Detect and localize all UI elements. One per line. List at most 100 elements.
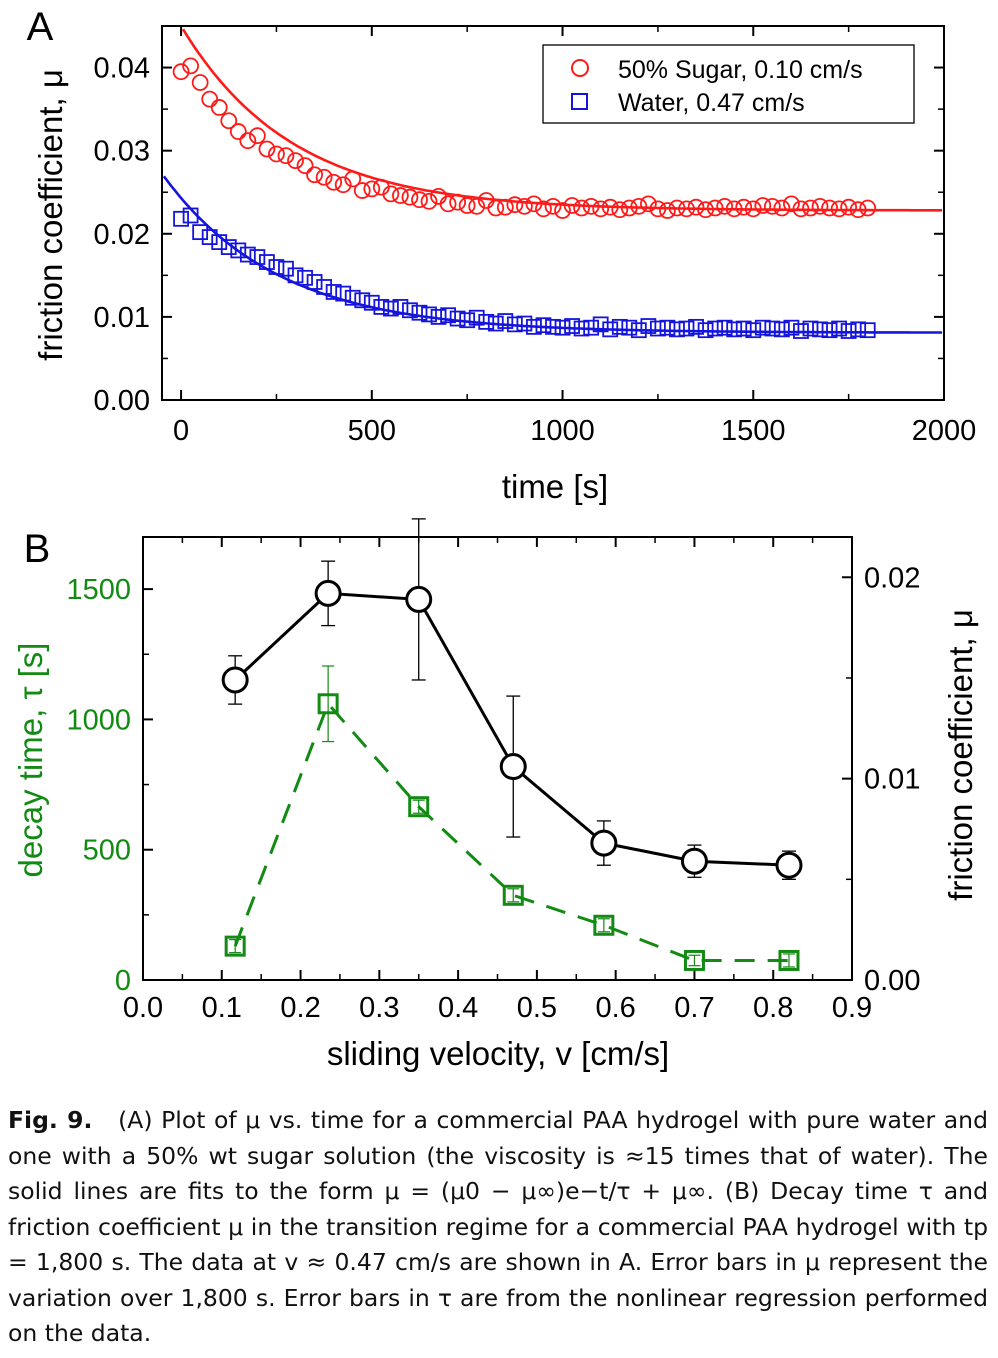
data-point-square — [773, 321, 790, 338]
data-point-square — [859, 322, 876, 339]
data-point-square — [516, 315, 533, 332]
x-tick-label: 0 — [173, 415, 189, 447]
data-point-circle — [821, 199, 838, 217]
figure-charts: 0 500 1000 1500 20000.000.010.020.030.04time… — [12, 5, 979, 1072]
data-point-circle — [849, 201, 867, 219]
data-point-square — [192, 224, 209, 241]
data-point-circle — [678, 200, 695, 218]
data-point-circle — [191, 74, 209, 91]
x-tick-label: 0.3 — [359, 992, 399, 1024]
data-point-square — [411, 304, 428, 321]
plot-frame — [142, 536, 853, 981]
fit-curve — [181, 28, 943, 212]
data-point-circle — [811, 197, 829, 215]
panel-label: A — [27, 5, 54, 49]
data-point-circle — [229, 123, 247, 140]
legend-marker-circle — [571, 59, 589, 77]
data-point-circle — [582, 197, 600, 215]
data-point-square — [707, 320, 724, 337]
data-point-circle — [687, 198, 705, 216]
data-point-circle — [487, 199, 505, 217]
data-point-square — [354, 292, 371, 309]
x-axis-label: sliding velocity, v [cm/s] — [327, 1035, 669, 1072]
data-point-square — [745, 322, 762, 339]
x-tick-label: 1500 — [721, 415, 786, 447]
y-left-axis-label: decay time, τ [s] — [12, 643, 49, 878]
data-point-circle — [258, 140, 276, 158]
data-point-circle — [239, 132, 257, 150]
x-tick-label: 0.1 — [202, 992, 242, 1024]
data-point-circle — [859, 199, 877, 217]
data-point-circle — [382, 185, 400, 203]
data-point-square — [850, 321, 867, 338]
tau-data-point — [408, 796, 430, 818]
plot-frame — [161, 25, 945, 401]
data-point-circle — [506, 196, 524, 214]
data-point-circle — [649, 200, 667, 218]
data-point-square — [468, 309, 485, 326]
x-tick-label: 0.8 — [753, 992, 793, 1024]
data-point-square — [640, 318, 657, 334]
data-point-square — [392, 299, 409, 315]
data-point-square — [526, 318, 542, 335]
data-point-circle — [544, 197, 562, 215]
data-point-square — [726, 321, 743, 338]
data-point-square — [678, 320, 695, 337]
data-point-square — [459, 312, 476, 329]
data-point-circle — [296, 157, 314, 175]
data-point-circle — [620, 199, 638, 217]
data-point-square — [812, 321, 828, 338]
data-point-square — [430, 308, 447, 325]
data-point-circle — [659, 202, 676, 219]
data-point-circle — [420, 192, 438, 210]
data-point-square — [373, 299, 390, 315]
data-point-circle — [802, 199, 819, 217]
y-left-tick-label: 500 — [83, 835, 131, 867]
tau-data-point — [317, 693, 339, 715]
x-tick-label: 0.5 — [517, 992, 557, 1024]
data-point-circle — [735, 198, 753, 216]
data-point-square — [697, 322, 714, 339]
data-point-circle — [401, 188, 419, 206]
data-point-circle — [754, 197, 772, 214]
legend: 50% Sugar, 0.10 cm/s Water, 0.47 cm/s — [542, 44, 915, 124]
x-tick-label: 2000 — [912, 415, 977, 447]
data-point-circle — [220, 112, 238, 130]
data-point-square — [249, 249, 266, 265]
mu-data-point — [221, 666, 249, 694]
data-point-square — [201, 229, 218, 246]
data-point-square — [316, 279, 333, 295]
data-point-square — [382, 300, 399, 317]
data-point-circle — [344, 170, 362, 188]
data-point-circle — [392, 187, 409, 204]
x-tick-label: 0.7 — [674, 992, 714, 1024]
data-point-circle — [277, 147, 295, 165]
data-point-circle — [449, 193, 467, 211]
legend-label-water: Water, 0.47 cm/s — [618, 89, 805, 117]
data-point-square — [573, 320, 590, 337]
x-tick-label: 500 — [348, 415, 396, 447]
mu-data-point — [314, 579, 342, 607]
data-point-circle — [773, 199, 791, 217]
data-point-circle — [706, 199, 724, 217]
data-point-square — [754, 319, 771, 336]
figure-caption: Fig. 9. (A) Plot of μ vs. time for a com… — [8, 1103, 988, 1352]
data-point-circle — [668, 199, 686, 217]
data-point-square — [545, 318, 561, 335]
data-point-square — [669, 321, 685, 338]
data-point-circle — [639, 195, 657, 213]
data-point-square — [297, 269, 313, 286]
data-point-circle — [783, 195, 800, 213]
data-point-square — [764, 320, 781, 337]
data-point-square — [325, 284, 342, 300]
data-point-circle — [468, 197, 486, 215]
data-point-square — [287, 267, 304, 284]
data-point-square — [497, 313, 514, 329]
data-point-square — [173, 210, 189, 227]
data-point-square — [506, 316, 523, 333]
data-point-square — [659, 319, 676, 336]
y-right-tick-label: 0.02 — [864, 562, 920, 594]
mu-data-point — [590, 829, 618, 857]
data-point-circle — [458, 197, 476, 214]
data-point-square — [793, 323, 809, 339]
